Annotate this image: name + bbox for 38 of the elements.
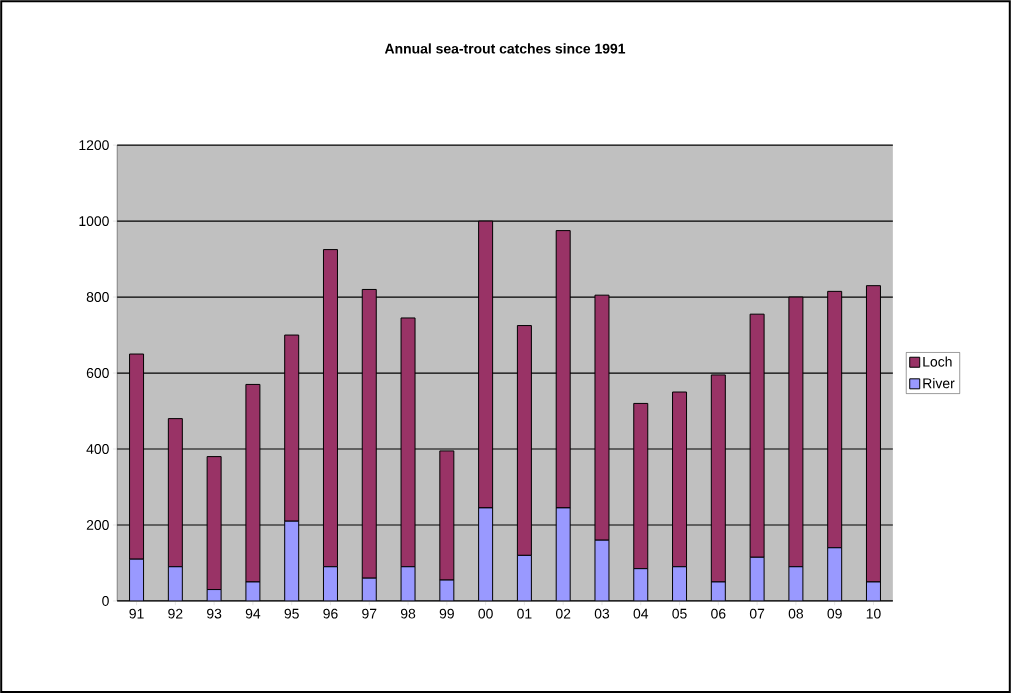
legend-label: River bbox=[923, 377, 955, 389]
bar bbox=[322, 566, 338, 601]
x-tick-label: 07 bbox=[749, 608, 765, 619]
y-tick-label: 600 bbox=[86, 368, 109, 378]
x-tick-label: 92 bbox=[168, 608, 183, 619]
y-tick-label: 200 bbox=[86, 519, 109, 530]
legend-label: Loch bbox=[923, 356, 952, 367]
bar bbox=[284, 520, 300, 601]
y-tick-label: 800 bbox=[86, 292, 109, 302]
bar bbox=[672, 566, 688, 601]
x-tick-label: 99 bbox=[439, 608, 454, 619]
x-tick-label: 01 bbox=[517, 608, 532, 619]
bar bbox=[827, 547, 843, 601]
y-tick-label: 1200 bbox=[79, 140, 109, 151]
x-tick-label: 10 bbox=[866, 608, 881, 619]
x-tick-label: 02 bbox=[555, 608, 571, 619]
y-tick-label: 0 bbox=[102, 595, 109, 606]
x-tick-label: 06 bbox=[711, 608, 726, 619]
bar bbox=[516, 554, 532, 601]
x-tick-label: 09 bbox=[827, 608, 842, 619]
x-tick-label: 98 bbox=[400, 608, 416, 619]
x-tick-label: 94 bbox=[245, 608, 261, 619]
bar bbox=[478, 507, 494, 601]
x-tick-label: 93 bbox=[207, 608, 222, 619]
y-tick-label: 400 bbox=[86, 444, 109, 454]
x-tick-label: 96 bbox=[323, 608, 338, 619]
bar bbox=[167, 566, 183, 601]
x-tick-label: 97 bbox=[362, 608, 377, 619]
x-tick-label: 05 bbox=[672, 608, 687, 619]
y-tick-label: 1000 bbox=[79, 216, 109, 226]
x-tick-label: 95 bbox=[284, 608, 299, 619]
chart-title: Annual sea-trout catches since 1991 bbox=[384, 43, 626, 54]
x-tick-label: 00 bbox=[478, 608, 493, 619]
x-tick-label: 04 bbox=[633, 608, 649, 619]
bar bbox=[555, 507, 571, 601]
x-tick-label: 03 bbox=[594, 608, 610, 619]
x-tick-label: 08 bbox=[788, 608, 804, 619]
x-tick-label: 91 bbox=[129, 608, 144, 619]
